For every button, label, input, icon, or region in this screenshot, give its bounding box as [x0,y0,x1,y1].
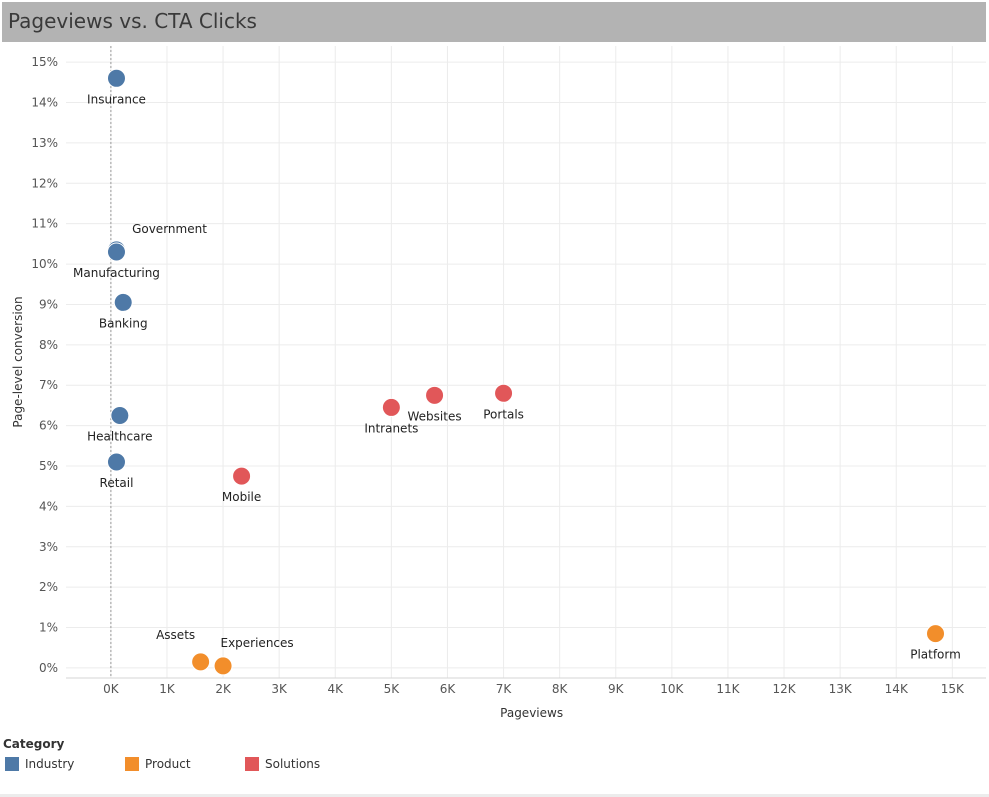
point-healthcare [110,406,130,426]
x-tick-label: 8K [552,682,569,696]
point-label-insurance: Insurance [87,92,146,106]
point-label-intranets: Intranets [364,421,418,435]
x-tick-label: 12K [772,682,796,696]
point-banking [113,292,133,312]
point-label-websites: Websites [408,409,462,423]
point-insurance [106,68,126,88]
point-label-healthcare: Healthcare [87,430,152,444]
legend-swatch-product [125,757,139,771]
point-mobile [232,466,252,486]
y-tick-label: 6% [39,419,58,433]
x-tick-label: 9K [608,682,625,696]
y-tick-label: 12% [31,176,58,190]
bottom-divider [0,794,989,797]
point-experiences [213,656,233,676]
y-tick-label: 2% [39,580,58,594]
legend-items: Industry Product Solutions [5,755,405,775]
x-tick-label: 2K [215,682,232,696]
x-tick-label: 10K [660,682,684,696]
y-tick-label: 15% [31,55,58,69]
point-label-retail: Retail [100,476,134,490]
y-tick-label: 7% [39,378,58,392]
y-tick-label: 8% [39,338,58,352]
x-tick-label: 11K [716,682,740,696]
point-label-assets: Assets [156,628,195,642]
title-bar: Pageviews vs. CTA Clicks [2,2,986,42]
x-tick-label: 4K [328,682,345,696]
x-tick-label: 0K [103,682,120,696]
x-tick-label: 1K [159,682,176,696]
legend-item-industry[interactable]: Industry [5,755,74,773]
legend-item-solutions[interactable]: Solutions [245,755,320,773]
legend-label-product: Product [145,757,191,771]
legend-label-industry: Industry [25,757,75,771]
point-label-portals: Portals [483,407,524,421]
scatter-chart: 0% 1% 2% 3% 4% 5% 6% 7% 8% 9% 10% 11% 12% 13% 14% 15% 0K… [11,46,986,720]
point-websites [425,385,445,405]
y-tick-label: 0% [39,661,58,675]
legend-swatch-solutions [245,757,259,771]
x-tick-label: 5K [384,682,401,696]
point-manufacturing [106,242,126,262]
point-intranets [381,397,401,417]
x-tick-label: 14K [885,682,909,696]
x-tick-label: 13K [829,682,853,696]
point-assets [191,652,211,672]
point-retail [106,452,126,472]
y-tick-label: 10% [31,257,58,271]
x-tick-label: 6K [440,682,457,696]
point-label-manufacturing: Manufacturing [73,266,160,280]
y-tick-label: 4% [39,499,58,513]
y-tick-label: 3% [39,540,58,554]
point-platform [926,624,946,644]
legend-title: Category [3,737,65,751]
point-label-banking: Banking [99,316,148,330]
x-tick-label: 3K [271,682,288,696]
x-tick-label: 7K [496,682,513,696]
legend-item-product[interactable]: Product [125,755,191,773]
x-tick-label: 15K [941,682,965,696]
y-tick-label: 13% [31,136,58,150]
legend-label-solutions: Solutions [265,757,321,771]
chart-title: Pageviews vs. CTA Clicks [8,9,257,33]
point-label-platform: Platform [910,648,961,662]
y-tick-label: 9% [39,297,58,311]
point-label-experiences: Experiences [220,636,293,650]
point-portals [494,383,514,403]
y-axis-title: Page-level conversion [11,296,25,427]
y-tick-label: 5% [39,459,58,473]
legend-swatch-industry [5,757,19,771]
y-tick-label: 11% [31,217,58,231]
y-tick-label: 1% [39,621,58,635]
point-label-mobile: Mobile [222,490,261,504]
legend: Category Industry Product Solutions [3,737,320,771]
x-axis-title: Pageviews [500,706,563,720]
y-tick-label: 14% [31,96,58,110]
point-label-government: Government [132,222,207,236]
